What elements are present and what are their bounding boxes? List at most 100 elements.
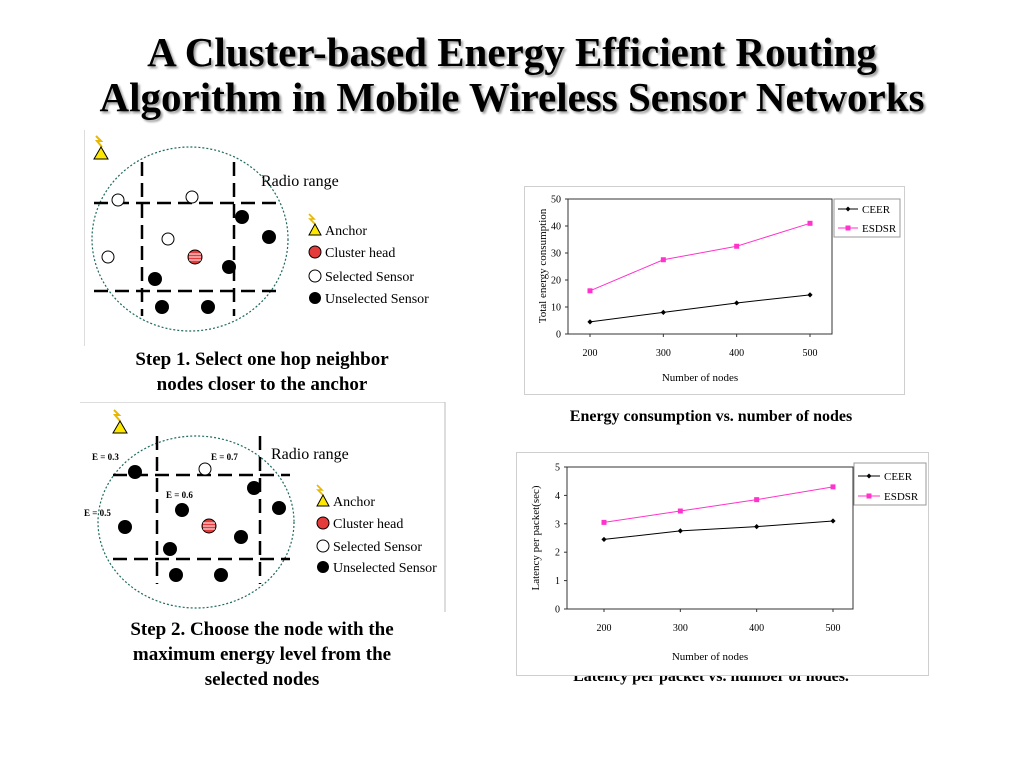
legend-esdsr-marker	[866, 493, 872, 499]
legend-selected-sensor: Selected Sensor	[325, 270, 414, 285]
radio-range-circle	[91, 146, 289, 332]
unselected-sensor	[148, 272, 162, 286]
x-tick-label: 400	[749, 623, 764, 634]
energy-label: E = 0.7	[211, 452, 238, 462]
energy-chart-panel: 0 10 20 30 40 50 200 300 400 500 Number of nodes…	[524, 186, 905, 395]
data-point-esdsr	[807, 220, 813, 226]
series-line-esdsr	[589, 222, 811, 292]
y-tick-label: 2	[555, 548, 560, 559]
plot-area	[567, 198, 833, 335]
series-line-ceer	[603, 520, 834, 540]
y-tick-label: 5	[555, 463, 560, 474]
step1-diagram: Radio range Anchor Cluster head Selected…	[83, 130, 450, 346]
selected-sensor	[111, 193, 125, 207]
unselected-sensor	[262, 230, 276, 244]
anchor-icon	[93, 135, 109, 160]
y-tick-label: 0	[555, 605, 560, 616]
plot-area	[566, 466, 854, 610]
energy-label: E = 0.6	[166, 490, 193, 500]
y-tick-label: 0	[556, 330, 561, 341]
data-point-esdsr	[734, 243, 740, 249]
step2-caption-line-1: Step 2. Choose the node with the	[130, 619, 394, 640]
x-tick-label: 300	[656, 348, 671, 359]
data-point-esdsr	[677, 508, 683, 514]
data-point-esdsr	[660, 257, 666, 263]
title-line-2: Algorithm in Mobile Wireless Sensor Netw…	[99, 74, 925, 120]
x-axis-label: Number of nodes	[662, 372, 738, 384]
slide-title: A Cluster-based Energy Efficient Routing…	[0, 30, 1024, 120]
series-line-ceer	[589, 294, 811, 323]
data-point-ceer	[601, 536, 607, 543]
y-tick-label: 20	[551, 276, 561, 287]
y-tick-label: 30	[551, 249, 561, 260]
selected-sensor	[198, 462, 212, 476]
title-line-1: A Cluster-based Energy Efficient Routing	[147, 29, 877, 75]
y-tick-label: 50	[551, 195, 561, 206]
x-tick-label: 200	[583, 348, 598, 359]
radio-range-label: Radio range	[261, 173, 339, 190]
y-tick-label: 1	[555, 576, 560, 587]
latency-chart: 0 1 2 3 4 5 200 300 400 500 Number of nodes Late…	[530, 462, 927, 663]
x-tick-label: 200	[597, 623, 612, 634]
energy-chart: 0 10 20 30 40 50 200 300 400 500 Number of nodes…	[537, 195, 901, 384]
step1-diagram-svg: Radio range Anchor Cluster head Selected…	[83, 130, 429, 346]
data-point-esdsr	[601, 519, 607, 525]
chart-legend: CEER ESDSR	[853, 462, 927, 506]
unselected-sensor	[214, 568, 228, 582]
unselected-sensor	[169, 568, 183, 582]
step2-diagram-svg: E = 0.3 E = 0.7 E = 0.6 E = 0.5 Radio ra…	[80, 401, 446, 612]
step2-caption-line-3: selected nodes	[204, 669, 320, 690]
legend-esdsr: ESDSR	[862, 223, 897, 235]
step2-caption: Step 2. Choose the node with the maximum…	[84, 617, 440, 692]
unselected-sensor	[118, 520, 132, 534]
legend-unselected-sensor: Unselected Sensor	[333, 561, 437, 576]
latency-chart-panel: 0 1 2 3 4 5 200 300 400 500 Number of nodes Late…	[516, 452, 929, 676]
legend-box	[853, 462, 927, 506]
unselected-sensor	[163, 542, 177, 556]
cluster-head-icon	[308, 245, 322, 259]
x-ticks: 200 300 400 500	[597, 609, 841, 634]
selected-sensor-icon	[316, 539, 330, 553]
data-point-esdsr	[830, 484, 836, 490]
legend-cluster-head: Cluster head	[333, 517, 403, 532]
anchor-icon	[112, 409, 128, 434]
unselected-sensor	[128, 465, 142, 479]
radio-range-circle	[97, 435, 295, 609]
anchor-icon	[308, 222, 322, 236]
energy-label: E = 0.3	[92, 452, 119, 462]
y-tick-label: 3	[555, 519, 560, 530]
data-point-esdsr	[754, 497, 760, 503]
x-tick-label: 500	[826, 623, 841, 634]
selected-sensor	[185, 190, 199, 204]
x-tick-label: 500	[803, 348, 818, 359]
x-ticks: 200 300 400 500	[583, 334, 818, 359]
step2-diagram: E = 0.3 E = 0.7 E = 0.6 E = 0.5 Radio ra…	[80, 401, 446, 612]
unselected-sensor-icon	[317, 561, 329, 573]
step1-caption-line-2: nodes closer to the anchor	[156, 374, 368, 395]
unselected-sensor	[272, 501, 286, 515]
selected-sensor-icon	[308, 269, 322, 283]
unselected-sensor	[175, 503, 189, 517]
anchor-icon	[308, 213, 316, 225]
y-ticks: 0 1 2 3 4 5	[555, 463, 567, 616]
y-tick-label: 4	[555, 491, 560, 502]
cluster-head-icon	[316, 516, 330, 530]
step2-legend: Anchor Cluster head Selected Sensor Unse…	[316, 484, 437, 576]
y-axis-label: Latency per packet(sec)	[530, 485, 542, 590]
chart-legend: CEER ESDSR	[833, 198, 901, 238]
x-tick-label: 300	[673, 623, 688, 634]
selected-sensor	[101, 250, 115, 264]
unselected-sensor-icon	[309, 292, 321, 304]
unselected-sensor	[235, 210, 249, 224]
x-axis-label: Number of nodes	[672, 651, 748, 663]
data-point-esdsr	[587, 288, 593, 294]
legend-cluster-head: Cluster head	[325, 246, 395, 261]
radio-range-label: Radio range	[271, 446, 349, 463]
legend-ceer: CEER	[862, 204, 891, 216]
y-tick-label: 10	[551, 303, 561, 314]
unselected-sensor	[247, 481, 261, 495]
legend-ceer-marker	[866, 473, 872, 479]
y-tick-label: 40	[551, 222, 561, 233]
legend-esdsr-marker	[845, 225, 851, 231]
x-tick-label: 400	[729, 348, 744, 359]
